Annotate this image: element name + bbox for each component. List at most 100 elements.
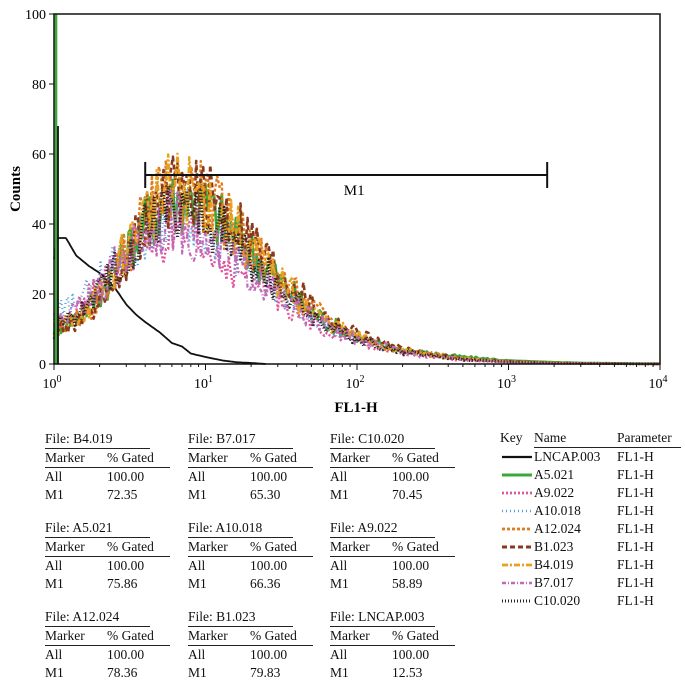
stats-header-row: Marker % Gated — [188, 538, 313, 557]
legend-name: A10.018 — [534, 503, 581, 518]
legend-name: A12.024 — [534, 521, 581, 536]
stats-row-m1: M1 79.83 — [188, 664, 313, 682]
row-label: M1 — [45, 665, 64, 680]
stats-table: File: A12.024 Marker % Gated All 100.00 M1 78.… — [45, 608, 170, 682]
stats-row-m1: M1 66.36 — [188, 575, 313, 593]
legend-key-table: Key Name Parameter LNCAP.003 FL1-H A5.021 F… — [500, 430, 685, 610]
x-tick-label: 100 — [43, 374, 62, 392]
row-label: All — [45, 558, 63, 573]
legend-row: A9.022 FL1-H — [500, 484, 685, 502]
row-label: M1 — [330, 487, 349, 502]
stats-row-m1: M1 65.30 — [188, 486, 313, 504]
marker-header: Marker — [188, 628, 228, 643]
legend-header-row: Key Name Parameter — [500, 430, 685, 448]
legend-row: B4.019 FL1-H — [500, 556, 685, 574]
x-tick-label: 101 — [194, 374, 213, 392]
legend-swatch — [500, 520, 534, 538]
stats-header-row: Marker % Gated — [188, 627, 313, 646]
legend-row: A10.018 FL1-H — [500, 502, 685, 520]
stats-file-name: File: LNCAP.003 — [330, 608, 435, 627]
stats-row-all: All 100.00 — [45, 557, 170, 575]
stats-table: File: A5.021 Marker % Gated All 100.00 M1 75.8… — [45, 519, 170, 593]
row-label: M1 — [45, 487, 64, 502]
legend-swatch — [500, 502, 534, 520]
row-value: 58.89 — [392, 576, 423, 591]
row-label: All — [330, 647, 348, 662]
legend-parameter: FL1-H — [617, 521, 654, 536]
stats-row-all: All 100.00 — [330, 646, 455, 664]
marker-header: Marker — [188, 539, 228, 554]
key-header: Key — [500, 430, 523, 445]
gated-header: % Gated — [107, 539, 154, 554]
stats-table: File: LNCAP.003 Marker % Gated All 100.00 M1 1… — [330, 608, 455, 682]
row-label: All — [188, 558, 206, 573]
y-tick-label: 60 — [32, 148, 46, 163]
legend-row: B7.017 FL1-H — [500, 574, 685, 592]
legend-parameter: FL1-H — [617, 467, 654, 482]
y-tick-label: 0 — [39, 358, 46, 373]
row-label: M1 — [188, 665, 207, 680]
x-tick-label: 104 — [649, 374, 668, 392]
stats-file-name: File: A9.022 — [330, 519, 435, 538]
legend-swatch — [500, 556, 534, 574]
gated-header: % Gated — [107, 450, 154, 465]
legend-row: A12.024 FL1-H — [500, 520, 685, 538]
legend-parameter: FL1-H — [617, 593, 654, 608]
marker-header: Marker — [45, 450, 85, 465]
row-label: M1 — [45, 576, 64, 591]
y-axis-label: Counts — [8, 166, 24, 212]
legend-swatch — [500, 538, 534, 556]
legend-parameter: FL1-H — [617, 503, 654, 518]
legend-name: A9.022 — [534, 485, 575, 500]
row-value: 70.45 — [392, 487, 423, 502]
row-value: 100.00 — [392, 647, 430, 662]
row-label: All — [45, 469, 63, 484]
gated-header: % Gated — [250, 450, 297, 465]
y-tick-label: 100 — [25, 8, 46, 23]
stats-header-row: Marker % Gated — [188, 449, 313, 468]
gate-marker-label: M1 — [344, 183, 365, 199]
row-value: 66.36 — [250, 576, 281, 591]
stats-row-m1: M1 78.36 — [45, 664, 170, 682]
stats-row-all: All 100.00 — [45, 468, 170, 486]
row-value: 100.00 — [107, 647, 145, 662]
x-axis-label: FL1-H — [334, 400, 378, 416]
legend-row: C10.020 FL1-H — [500, 592, 685, 610]
legend-name: A5.021 — [534, 467, 575, 482]
legend-swatch — [500, 592, 534, 610]
stats-row-all: All 100.00 — [188, 557, 313, 575]
row-label: All — [330, 558, 348, 573]
stats-row-m1: M1 75.86 — [45, 575, 170, 593]
row-label: All — [188, 647, 206, 662]
x-tick-label: 102 — [346, 374, 365, 392]
row-value: 79.83 — [250, 665, 281, 680]
stats-header-row: Marker % Gated — [330, 627, 455, 646]
stats-row-m1: M1 12.53 — [330, 664, 455, 682]
stats-row-all: All 100.00 — [188, 468, 313, 486]
x-tick-label: 103 — [497, 374, 516, 392]
marker-header: Marker — [330, 628, 370, 643]
row-value: 72.35 — [107, 487, 138, 502]
stats-row-m1: M1 72.35 — [45, 486, 170, 504]
gate-marker: M1 — [144, 162, 549, 199]
stats-file-name: File: A10.018 — [188, 519, 293, 538]
stats-file-name: File: B7.017 — [188, 430, 293, 449]
legend-parameter: FL1-H — [617, 575, 654, 590]
legend-rows: LNCAP.003 FL1-H A5.021 FL1-H A9.022 FL1-H A10.… — [500, 448, 685, 610]
stats-row-all: All 100.00 — [330, 557, 455, 575]
stats-header-row: Marker % Gated — [330, 449, 455, 468]
row-value: 100.00 — [392, 558, 430, 573]
stats-file-name: File: A12.024 — [45, 608, 150, 627]
stats-row-m1: M1 70.45 — [330, 486, 455, 504]
row-label: All — [188, 469, 206, 484]
stats-table: File: B1.023 Marker % Gated All 100.00 M1 79.8… — [188, 608, 313, 682]
stats-table: File: B7.017 Marker % Gated All 100.00 M1 65.3… — [188, 430, 313, 504]
legend-parameter: FL1-H — [617, 449, 654, 464]
stats-table: File: A10.018 Marker % Gated All 100.00 M1 66.… — [188, 519, 313, 593]
stats-file-name: File: C10.020 — [330, 430, 435, 449]
row-value: 65.30 — [250, 487, 281, 502]
row-value: 100.00 — [250, 647, 288, 662]
ticks-layer: 0 20 40 60 80 100 100 101 102 103 104 — [25, 8, 668, 392]
gated-header: % Gated — [392, 628, 439, 643]
legend-row: LNCAP.003 FL1-H — [500, 448, 685, 466]
